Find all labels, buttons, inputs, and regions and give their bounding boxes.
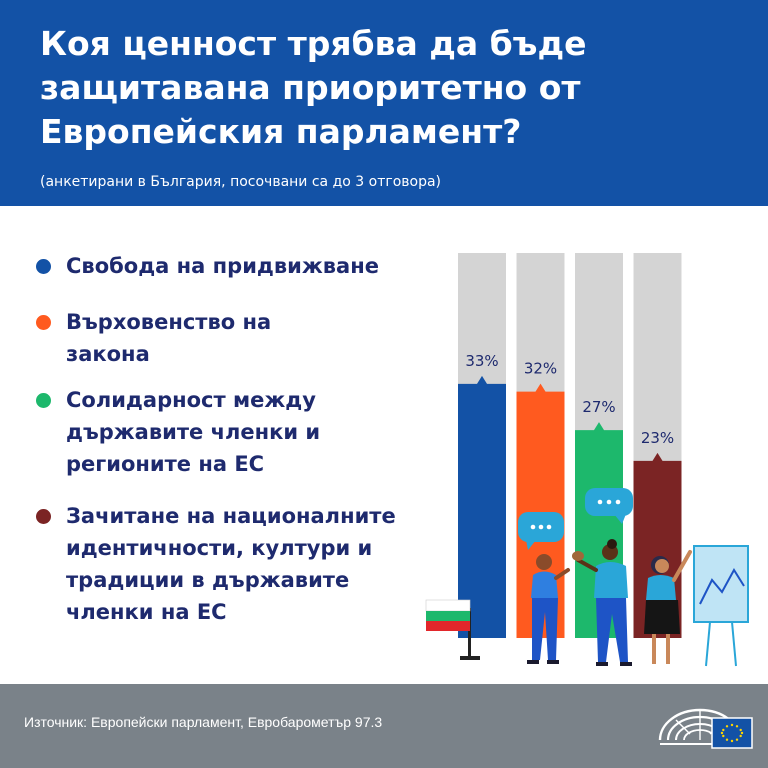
bulgarian-flag-icon — [425, 599, 480, 660]
speech-bubble-icon — [518, 512, 564, 550]
speech-bubble-icon — [585, 488, 633, 524]
person-illustration — [644, 550, 692, 664]
european-parliament-logo-icon — [658, 708, 753, 749]
footer: Източник: Европейски парламент, Евробаро… — [0, 684, 768, 768]
legend-dot-icon — [36, 315, 51, 330]
page-title: Коя ценност трябва да бъде защитавана пр… — [40, 24, 587, 151]
bar-value-label: 32% — [524, 360, 557, 378]
flipchart-icon — [693, 545, 749, 667]
legend-label: Солидарност между държавите членки и рег… — [66, 388, 321, 476]
header-banner: Коя ценност трябва да бъде защитавана пр… — [0, 0, 768, 206]
legend-dot-icon — [36, 393, 51, 408]
legend-label: Свобода на придвижване — [66, 254, 379, 278]
legend-label: Върховенство на закона — [66, 310, 272, 366]
bar-value-label: 33% — [465, 352, 498, 370]
source-note: Източник: Европейски парламент, Евробаро… — [24, 714, 383, 730]
bar — [458, 375, 506, 638]
bar-value-label: 27% — [582, 398, 615, 416]
bar-value-label: 23% — [641, 429, 674, 447]
person-illustration — [527, 554, 570, 664]
person-illustration — [572, 539, 632, 666]
legend-dot-icon — [36, 509, 51, 524]
legend-dot-icon — [36, 259, 51, 274]
page-subtitle: (анкетирани в България, посочвани са до … — [40, 174, 442, 190]
legend-label: Зачитане на националните идентичности, к… — [66, 504, 396, 624]
